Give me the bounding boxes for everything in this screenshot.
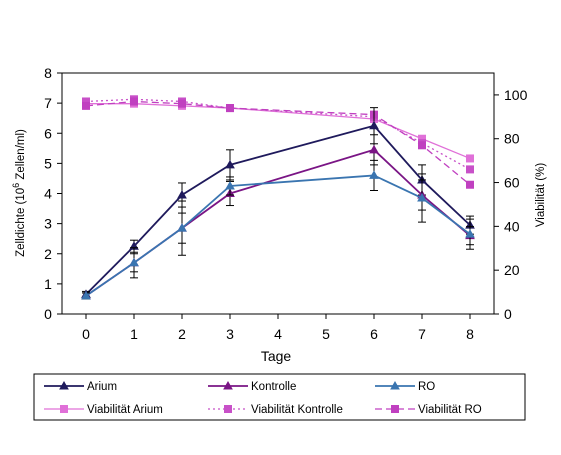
legend-label: RO: [418, 381, 435, 393]
x-tick-label: 8: [466, 326, 474, 342]
legend-label: Arium: [87, 381, 117, 393]
y-right-tick-label: 20: [504, 262, 520, 278]
y-left-tick-label: 2: [44, 246, 52, 262]
data-point-ro: [417, 193, 427, 202]
data-point-ro: [81, 290, 91, 300]
data-point-arium: [177, 189, 187, 199]
data-point-kontrolle: [369, 144, 379, 154]
data-point-viabilit-t-ro: [82, 101, 90, 110]
legend-label: Viabilität Arium: [87, 404, 163, 416]
series-viabilit-t-kontrolle: [82, 95, 474, 174]
data-point-viabilit-t-kontrolle: [466, 165, 474, 174]
y-left-tick-label: 8: [44, 65, 52, 81]
legend-item-viabilit-t-ro: Viabilität RO: [375, 404, 482, 416]
plot-frame: [61, 72, 495, 315]
legend-marker: [224, 405, 232, 413]
data-point-ro: [369, 170, 379, 179]
y-axis-left-title: Zelldichte (106 Zellen/ml): [11, 129, 27, 257]
x-tick-label: 7: [418, 326, 426, 342]
legend-marker: [223, 380, 233, 390]
data-point-viabilit-t-ro: [226, 104, 234, 113]
data-point-ro: [177, 223, 187, 232]
data-point-viabilit-t-ro: [418, 141, 426, 150]
legend-item-viabilit-t-arium: Viabilität Arium: [44, 404, 163, 416]
x-tick-label: 3: [226, 326, 234, 342]
legend-marker: [60, 405, 68, 413]
legend-item-kontrolle: Kontrolle: [208, 380, 296, 393]
y-left-tick-label: 0: [44, 306, 52, 322]
x-tick-label: 1: [130, 326, 138, 342]
y-axis-right-title: Viabilität (%): [535, 163, 547, 228]
legend-marker: [391, 405, 399, 413]
x-tick-label: 6: [370, 326, 378, 342]
y-right-tick-label: 60: [504, 175, 520, 191]
series-line-viabilit-t-ro: [85, 100, 471, 186]
y-left-tick-label: 7: [44, 95, 52, 111]
x-tick-label: 5: [322, 326, 330, 342]
legend-marker: [59, 380, 69, 390]
series-ro: [81, 159, 475, 300]
legend-label: Viabilität RO: [418, 404, 482, 416]
data-point-viabilit-t-ro: [130, 97, 138, 106]
x-tick-label: 2: [178, 326, 186, 342]
y-right-tick-label: 80: [504, 131, 520, 147]
data-point-ro: [465, 229, 475, 238]
series-line-kontrolle: [85, 148, 471, 297]
x-axis-title: Tage: [261, 348, 292, 364]
legend-item-arium: Arium: [44, 380, 117, 393]
data-point-viabilit-t-arium: [466, 154, 474, 163]
x-tick-label: 0: [82, 326, 90, 342]
legend-item-ro: RO: [375, 380, 435, 393]
y-left-tick-label: 6: [44, 125, 52, 141]
y-right-tick-label: 40: [504, 218, 520, 234]
series-line-arium: [85, 124, 471, 296]
y-left-tick-label: 1: [44, 276, 52, 292]
x-tick-label: 4: [274, 326, 282, 342]
data-point-arium: [369, 120, 379, 130]
data-point-viabilit-t-ro: [178, 99, 186, 108]
y-right-tick-label: 100: [504, 87, 528, 103]
legend-box: [33, 373, 526, 421]
legend-label: Viabilität Kontrolle: [251, 404, 343, 416]
legend-label: Kontrolle: [251, 381, 296, 393]
series-line-viabilit-t-arium: [86, 103, 471, 160]
series-kontrolle: [81, 134, 475, 300]
data-point-ro: [225, 180, 235, 190]
y-left-tick-label: 3: [44, 216, 52, 232]
legend: Arium Kontrolle RO Viabilität Arium Viabilit…: [33, 373, 526, 421]
y-left-tick-label: 4: [44, 186, 52, 202]
y-left-tick-label: 5: [44, 155, 52, 171]
data-point-viabilit-t-ro: [466, 180, 474, 189]
data-point-arium: [225, 159, 235, 169]
legend-item-viabilit-t-kontrolle: Viabilität Kontrolle: [208, 404, 343, 416]
y-right-tick-label: 0: [504, 306, 512, 322]
data-point-ro: [129, 257, 139, 267]
legend-marker: [390, 380, 400, 390]
